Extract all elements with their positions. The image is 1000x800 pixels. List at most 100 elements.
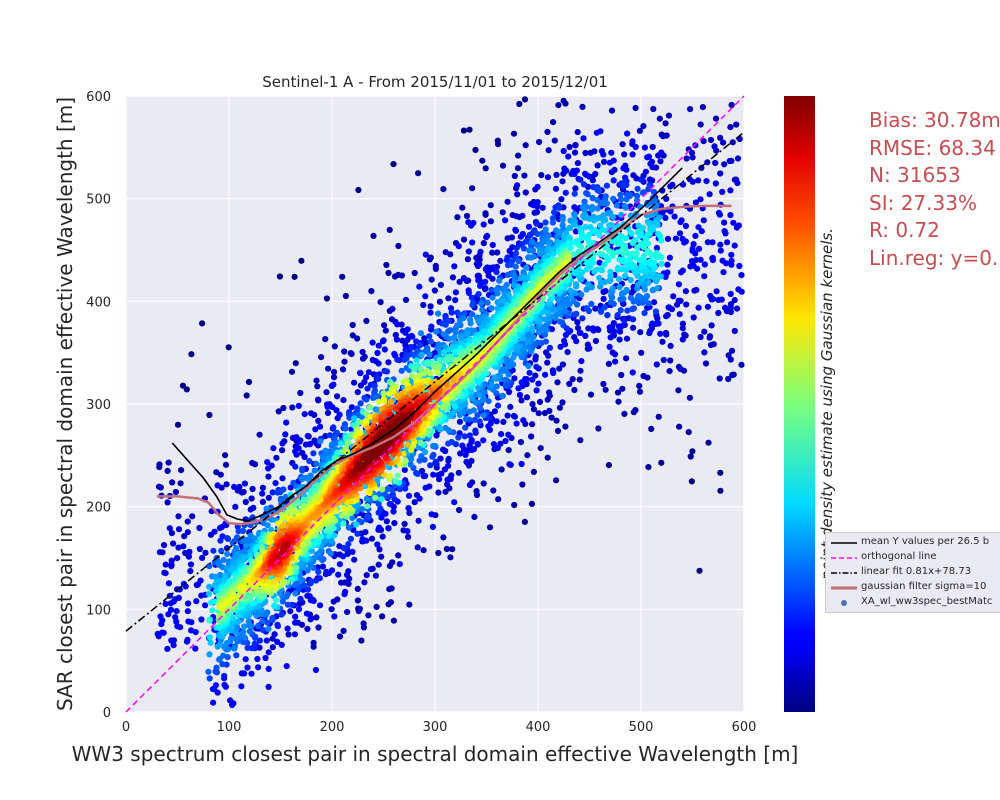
data-point (640, 252, 648, 259)
data-point (651, 299, 658, 306)
data-point (188, 627, 195, 634)
data-point (232, 503, 239, 510)
data-point (414, 544, 421, 551)
data-point (736, 262, 743, 270)
data-point (440, 331, 447, 338)
data-point (579, 315, 586, 322)
data-point (606, 248, 613, 255)
data-point (617, 307, 624, 314)
data-point (442, 424, 449, 432)
data-point (514, 344, 521, 351)
data-point (588, 206, 595, 213)
data-point (345, 568, 352, 575)
data-point (251, 640, 258, 647)
data-point (516, 100, 523, 108)
data-point (413, 338, 420, 345)
data-point (489, 241, 496, 249)
data-point (634, 192, 641, 199)
data-point (268, 516, 275, 523)
data-point (415, 170, 422, 177)
data-point (476, 418, 483, 425)
data-point (413, 357, 420, 364)
data-point (679, 325, 686, 332)
data-point (272, 480, 279, 487)
data-point (712, 159, 719, 167)
data-point (500, 298, 507, 305)
data-point (717, 134, 724, 141)
data-point (187, 561, 195, 568)
data-point (637, 232, 644, 239)
data-point (271, 631, 278, 638)
data-point (629, 261, 636, 268)
data-point (697, 196, 704, 203)
data-point (562, 423, 569, 430)
data-point (706, 333, 714, 340)
data-point (619, 385, 626, 392)
data-point (222, 683, 229, 690)
data-point (512, 226, 519, 233)
data-point (616, 276, 623, 283)
data-point (704, 159, 711, 166)
data-point (173, 618, 180, 625)
data-point (597, 266, 604, 273)
data-point (265, 465, 272, 472)
data-point (709, 239, 716, 246)
data-point (585, 325, 592, 332)
data-point (315, 568, 322, 576)
data-point (451, 348, 458, 356)
data-point (719, 188, 726, 195)
data-point (534, 183, 541, 190)
data-point (361, 378, 368, 386)
data-point (514, 182, 521, 189)
data-point (259, 484, 266, 491)
data-point (378, 514, 385, 521)
data-point (728, 347, 736, 354)
data-point (556, 365, 563, 372)
data-point (465, 248, 472, 255)
data-point (484, 232, 491, 239)
data-point (484, 299, 491, 306)
data-point (522, 189, 529, 196)
data-point (452, 329, 459, 336)
data-point (278, 641, 285, 649)
data-point (623, 196, 630, 203)
data-point (649, 226, 657, 233)
data-point (640, 243, 647, 251)
data-point (423, 339, 430, 346)
data-point (446, 356, 453, 363)
data-point (349, 321, 356, 329)
data-point (198, 616, 205, 623)
data-point (617, 196, 625, 203)
data-point (466, 432, 473, 439)
data-point (451, 263, 458, 270)
data-point (359, 506, 366, 513)
data-point (513, 244, 520, 251)
data-point (466, 126, 473, 133)
data-point (306, 593, 313, 600)
data-point (427, 462, 434, 469)
data-point (546, 344, 554, 351)
data-point (451, 499, 458, 506)
data-point (624, 307, 631, 314)
data-point (692, 199, 700, 206)
data-point (382, 327, 389, 334)
data-point (679, 181, 687, 188)
data-point (205, 590, 213, 597)
data-point (206, 675, 213, 682)
data-point (239, 527, 247, 535)
data-point (636, 127, 644, 134)
data-point (322, 433, 329, 440)
data-point (603, 227, 610, 234)
data-point (312, 426, 319, 433)
data-point (687, 106, 694, 113)
data-point (565, 240, 572, 247)
data-point (541, 331, 549, 338)
data-point (689, 178, 696, 185)
data-point (241, 556, 248, 563)
data-point (240, 488, 247, 496)
data-point (165, 611, 172, 618)
data-point (524, 337, 532, 344)
data-point (482, 165, 489, 172)
data-point (364, 385, 371, 392)
data-point (482, 286, 489, 293)
